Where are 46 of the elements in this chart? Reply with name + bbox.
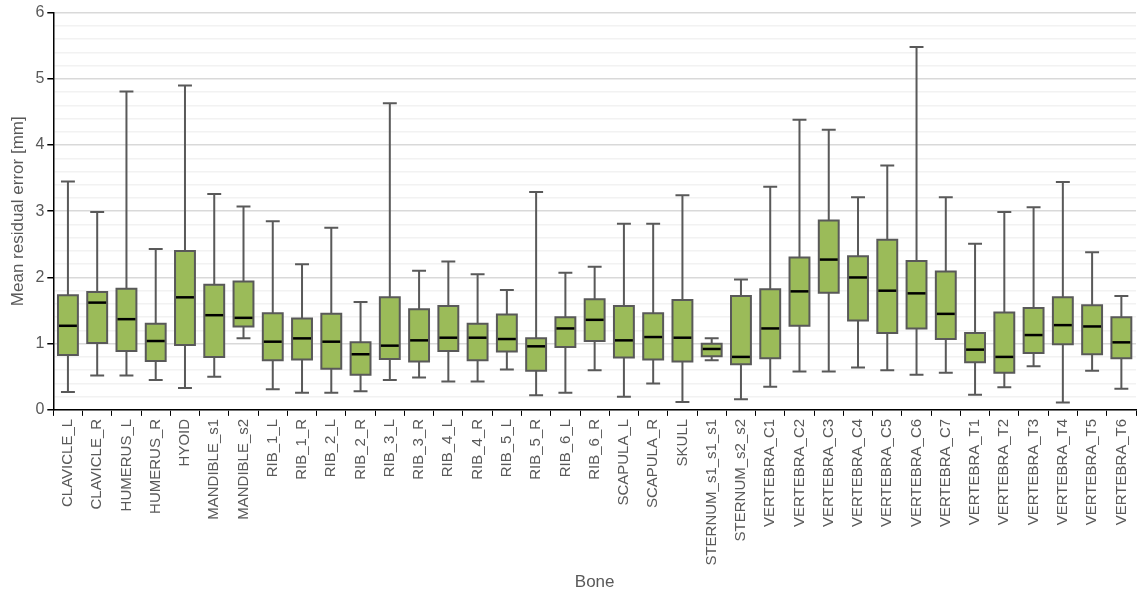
x-tick-label: HYOID bbox=[175, 418, 193, 467]
x-tick-label: HUMERUS_R bbox=[145, 418, 163, 514]
x-tick-label: VERTEBRA_T2 bbox=[994, 418, 1012, 526]
x-tick-label: RIB_6_R bbox=[584, 418, 602, 480]
x-tick-label: CLAVICLE_L bbox=[58, 418, 76, 507]
x-tick-label: RIB_4_R bbox=[467, 418, 485, 480]
x-tick-label: VERTEBRA_C1 bbox=[760, 418, 778, 527]
x-tick-label: RIB_1_L bbox=[262, 418, 280, 478]
x-tick-label: STERNUM_s1_s1_s1 bbox=[701, 418, 719, 566]
x-tick-label: RIB_5_R bbox=[526, 418, 544, 480]
y-tick-label: 4 bbox=[35, 135, 45, 153]
x-tick-label: VERTEBRA_C3 bbox=[818, 418, 836, 527]
y-tick-label: 6 bbox=[35, 3, 45, 21]
y-tick-label: 2 bbox=[35, 267, 45, 285]
y-tick-label: 0 bbox=[35, 400, 45, 418]
x-tick-label: MANDIBLE_s1 bbox=[204, 418, 222, 520]
x-tick-label: VERTEBRA_T6 bbox=[1111, 418, 1129, 526]
x-tick-label: SKULL bbox=[672, 418, 690, 467]
x-tick-label: VERTEBRA_T1 bbox=[965, 418, 983, 526]
x-tick-label: RIB_2_R bbox=[350, 418, 368, 480]
x-tick-label: VERTEBRA_T3 bbox=[1023, 418, 1041, 526]
x-tick-label: HUMERUS_L bbox=[116, 418, 134, 512]
x-tick-label: SCAPULA_L bbox=[614, 418, 632, 506]
x-tick-label: MANDIBLE_s2 bbox=[233, 418, 251, 520]
x-tick-label: RIB_4_L bbox=[438, 418, 456, 478]
x-tick-label: VERTEBRA_C7 bbox=[935, 418, 953, 527]
x-tick-label: RIB_1_R bbox=[292, 418, 310, 480]
x-axis-title: Bone bbox=[574, 572, 615, 592]
x-tick-label: RIB_3_L bbox=[379, 418, 397, 478]
x-tick-label: RIB_3_R bbox=[409, 418, 427, 480]
x-tick-label: VERTEBRA_T4 bbox=[1052, 418, 1070, 526]
x-tick-label: VERTEBRA_C5 bbox=[877, 418, 895, 527]
x-tick-label: STERNUM_s2_s2 bbox=[731, 418, 749, 542]
x-tick-label: RIB_2_L bbox=[321, 418, 339, 478]
x-tick-label: RIB_6_L bbox=[555, 418, 573, 478]
x-tick-label: VERTEBRA_T5 bbox=[1082, 418, 1100, 526]
y-tick-label: 3 bbox=[35, 201, 45, 219]
x-tick-label: VERTEBRA_C4 bbox=[848, 418, 866, 527]
x-tick-label: VERTEBRA_C2 bbox=[789, 418, 807, 527]
x-tick-label: RIB_5_L bbox=[497, 418, 514, 478]
y-axis-title: Mean residual error [mm] bbox=[7, 116, 27, 307]
y-tick-label: 5 bbox=[35, 69, 45, 87]
x-tick-label: CLAVICLE_R bbox=[87, 418, 105, 510]
x-tick-label: SCAPULA_R bbox=[643, 418, 661, 509]
x-tick-label: VERTEBRA_C6 bbox=[906, 418, 924, 527]
y-tick-label: 1 bbox=[35, 334, 45, 352]
